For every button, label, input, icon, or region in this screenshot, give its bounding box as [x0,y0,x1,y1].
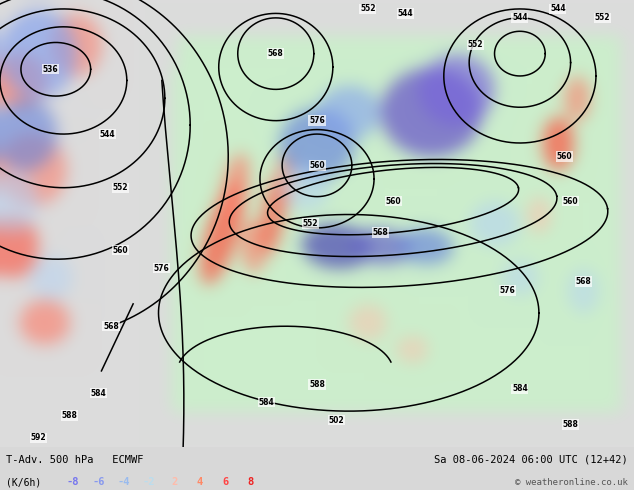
Text: 584: 584 [512,384,527,393]
Text: 552: 552 [303,219,318,228]
Text: 584: 584 [259,398,274,407]
Text: 568: 568 [103,322,119,331]
Text: 560: 560 [309,161,325,170]
Text: 552: 552 [360,4,375,13]
Text: T-Adv. 500 hPa   ECMWF: T-Adv. 500 hPa ECMWF [6,455,144,465]
Text: (K/6h): (K/6h) [6,477,42,487]
Text: 544: 544 [512,13,527,23]
Text: 6: 6 [222,477,228,487]
Text: -4: -4 [117,477,130,487]
Text: 568: 568 [576,277,591,286]
Text: 576: 576 [309,116,325,125]
Text: © weatheronline.co.uk: © weatheronline.co.uk [515,478,628,487]
Text: 592: 592 [30,434,46,442]
Text: 560: 560 [385,196,401,206]
Text: 552: 552 [595,13,610,23]
Text: 552: 552 [113,183,128,192]
Text: 560: 560 [563,196,578,206]
Text: 584: 584 [91,389,106,398]
Text: 576: 576 [500,286,515,295]
Text: 568: 568 [373,228,388,237]
Text: -8: -8 [67,477,79,487]
Text: Sa 08-06-2024 06:00 UTC (12+42): Sa 08-06-2024 06:00 UTC (12+42) [434,455,628,465]
Text: 536: 536 [43,65,58,74]
Text: -6: -6 [92,477,105,487]
Text: 588: 588 [61,411,78,420]
Text: 560: 560 [557,152,572,161]
Text: 2: 2 [171,477,178,487]
Text: 544: 544 [100,129,115,139]
Text: 544: 544 [398,9,413,18]
Text: 544: 544 [550,4,566,13]
Text: 576: 576 [154,264,169,272]
Text: -2: -2 [143,477,155,487]
Text: 4: 4 [197,477,203,487]
Text: 560: 560 [113,246,128,255]
Text: 8: 8 [247,477,254,487]
Text: 502: 502 [328,416,344,424]
Text: 552: 552 [468,40,483,49]
Text: 588: 588 [562,420,579,429]
Text: 588: 588 [309,380,325,389]
Text: 568: 568 [268,49,283,58]
